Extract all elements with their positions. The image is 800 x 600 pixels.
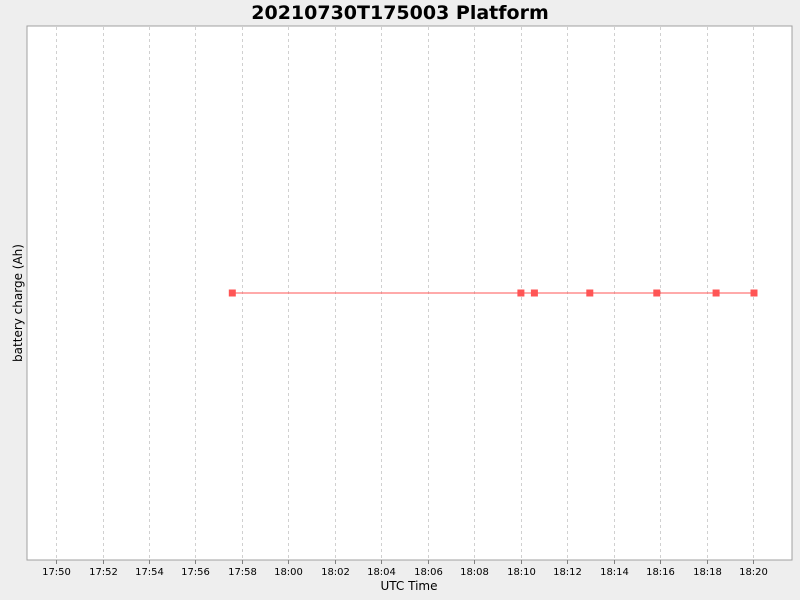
x-tick-label: 17:58 (228, 567, 257, 578)
x-tick-label: 18:12 (553, 567, 582, 578)
data-point (750, 289, 758, 297)
data-point (228, 289, 236, 297)
data-point (517, 289, 525, 297)
x-tick-label: 18:18 (693, 567, 722, 578)
x-tick-label: 18:06 (414, 567, 443, 578)
data-point (712, 289, 720, 297)
x-axis-label: UTC Time (381, 579, 438, 593)
x-tick-label: 17:56 (181, 567, 210, 578)
chart-title: 20210730T175003 Platform (251, 2, 549, 24)
x-tick-label: 18:02 (321, 567, 350, 578)
x-tick-label: 18:16 (646, 567, 675, 578)
x-tick-label: 18:10 (507, 567, 536, 578)
data-point (653, 289, 661, 297)
x-tick-label: 18:08 (460, 567, 489, 578)
x-tick-label: 18:20 (739, 567, 768, 578)
x-tick-label: 18:14 (600, 567, 629, 578)
x-axis: 17:50 17:52 17:54 17:56 17:58 18:00 18:02 18:04… (42, 560, 768, 578)
series (228, 289, 758, 297)
x-tick-label: 17:50 (42, 567, 71, 578)
x-tick-label: 18:00 (274, 567, 303, 578)
x-tick-label: 17:52 (89, 567, 118, 578)
x-tick-label: 17:54 (135, 567, 164, 578)
y-axis-label: battery charge (Ah) (11, 244, 25, 362)
x-tick-label: 18:04 (367, 567, 396, 578)
data-point (586, 289, 594, 297)
data-point (530, 289, 538, 297)
